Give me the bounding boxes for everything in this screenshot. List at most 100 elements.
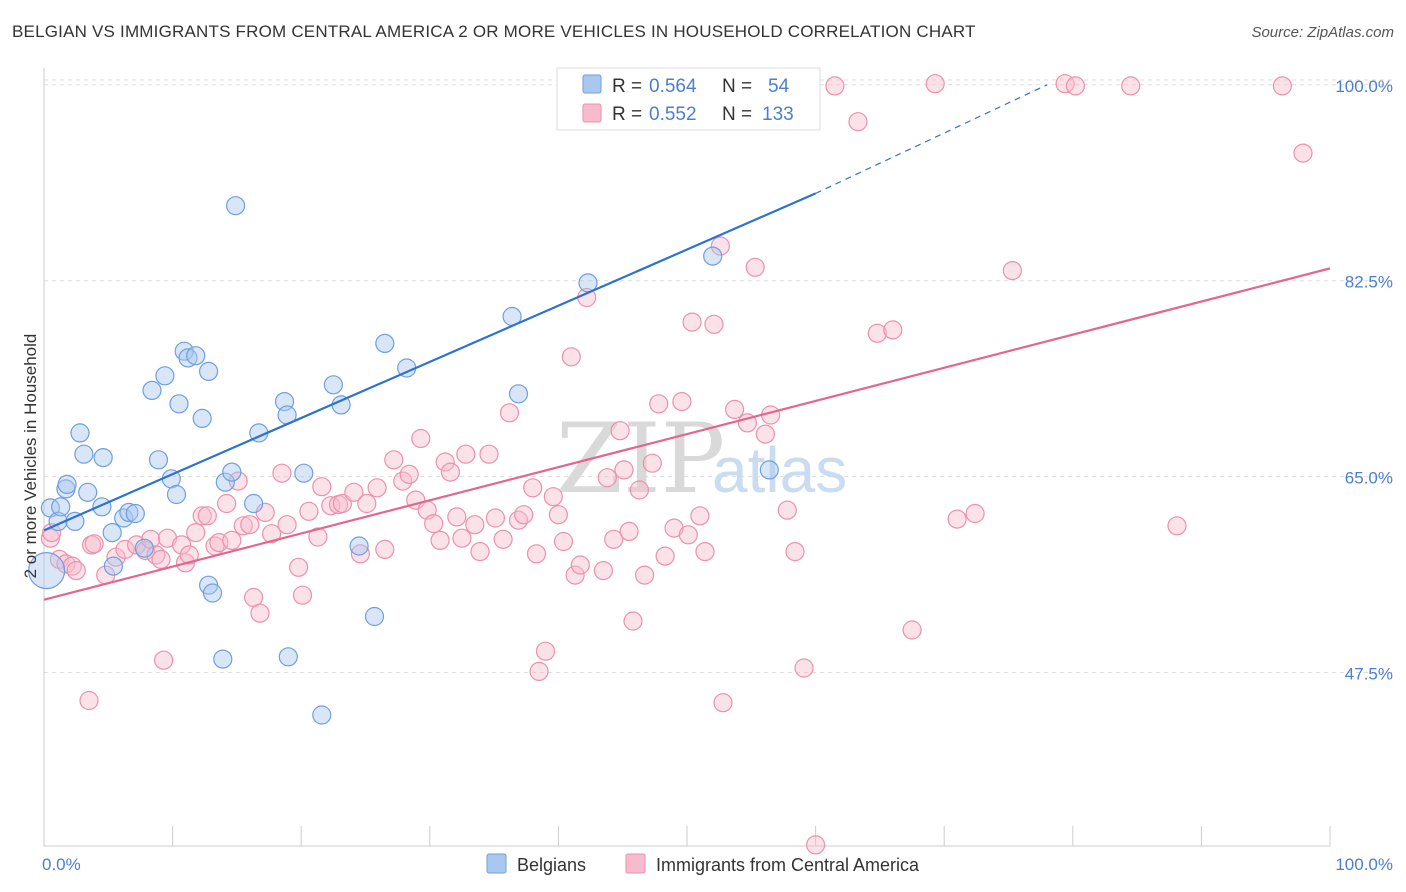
point-immigrants-106 (745, 257, 765, 277)
legend-top-n-value-belgians: 54 (768, 76, 790, 97)
point-immigrants-61 (447, 507, 467, 527)
legend-bottom-swatch-belgians (486, 853, 507, 874)
point-immigrants-73 (526, 544, 547, 564)
trend-line-immigrants (43, 267, 1331, 601)
point-immigrants-5 (66, 560, 86, 581)
point-belgians-16 (125, 503, 145, 524)
point-immigrants-68 (493, 529, 513, 549)
legend-top-r-label-immigrants: R = (612, 104, 642, 125)
point-belgians-35 (244, 493, 264, 514)
point-immigrants-79 (561, 347, 581, 367)
y-tick-label-3: 47.5% (1345, 664, 1393, 683)
point-belgians-41 (312, 705, 332, 725)
point-immigrants-50 (375, 539, 395, 560)
point-immigrants-111 (794, 658, 814, 678)
point-immigrants-87 (614, 460, 634, 480)
point-immigrants-109 (777, 500, 797, 520)
point-immigrants-119 (947, 509, 967, 529)
point-belgians-40 (294, 463, 314, 483)
point-immigrants-124 (1121, 76, 1141, 96)
legend-top-r-value-belgians: 0.564 (649, 76, 697, 97)
legend-top: R = 0.564 N = 54 R = 0.552 N = 133 (556, 67, 821, 131)
point-belgians-42 (323, 375, 343, 395)
legend-bottom-swatch-immigrants (625, 853, 646, 874)
legend-top-n-label-immigrants: N = (722, 104, 752, 125)
point-immigrants-104 (724, 399, 745, 419)
axis-layer (43, 68, 1330, 847)
point-immigrants-49 (367, 478, 387, 498)
point-immigrants-94 (655, 546, 675, 566)
legend-top-swatch-belgians (582, 74, 602, 94)
tick-labels: 100.0% 82.5% 65.0% 47.5% 0.0% 100.0% (42, 77, 1393, 874)
point-immigrants-39 (292, 585, 313, 605)
point-immigrants-120 (965, 503, 985, 524)
trend-line-belgians-extension (815, 84, 1048, 194)
point-immigrants-72 (523, 478, 543, 498)
point-immigrants-101 (704, 314, 724, 334)
x-tick-label-0: 0.0% (42, 855, 81, 874)
point-belgians-7 (70, 423, 90, 443)
point-belgians-26 (186, 346, 206, 366)
legend-bottom-label-belgians: Belgians (517, 855, 586, 875)
point-immigrants-81 (570, 555, 590, 575)
legend-top-r-value-immigrants: 0.552 (649, 104, 697, 125)
point-belgians-49 (508, 384, 529, 404)
legend-top-n-value-immigrants: 133 (762, 104, 794, 125)
point-belgians-45 (364, 606, 385, 627)
point-immigrants-65 (470, 541, 490, 562)
point-immigrants-51 (384, 450, 404, 470)
point-immigrants-67 (485, 508, 505, 528)
point-belgians-27 (192, 408, 212, 428)
point-belgians-19 (148, 450, 169, 470)
point-immigrants-92 (642, 453, 662, 473)
point-immigrants-123 (1065, 76, 1086, 96)
point-belgians-15 (119, 502, 139, 523)
point-immigrants-55 (411, 428, 431, 449)
point-immigrants-45 (332, 493, 352, 514)
point-belgians-0 (27, 551, 66, 590)
point-immigrants-103 (713, 693, 733, 713)
point-immigrants-6 (79, 690, 99, 711)
point-belgians-46 (375, 333, 395, 353)
point-immigrants-30 (233, 516, 253, 536)
point-immigrants-107 (755, 424, 776, 444)
point-immigrants-116 (883, 320, 903, 340)
point-immigrants-112 (805, 835, 826, 855)
legend-top-swatch-immigrants (582, 103, 602, 123)
point-immigrants-91 (634, 565, 655, 585)
point-belgians-39 (278, 647, 298, 667)
point-immigrants-80 (565, 565, 585, 585)
point-immigrants-58 (430, 530, 450, 551)
chart-title: BELGIAN VS IMMIGRANTS FROM CENTRAL AMERI… (12, 22, 976, 41)
point-immigrants-11 (115, 539, 135, 560)
point-immigrants-21 (179, 545, 199, 565)
point-belgians-31 (213, 649, 233, 669)
point-immigrants-35 (262, 524, 282, 544)
point-immigrants-36 (272, 463, 292, 483)
point-immigrants-113 (825, 76, 845, 96)
point-immigrants-27 (217, 493, 237, 514)
point-immigrants-40 (299, 501, 319, 521)
point-immigrants-62 (452, 528, 472, 548)
point-immigrants-90 (629, 480, 650, 500)
point-immigrants-24 (197, 506, 217, 526)
point-immigrants-85 (604, 529, 624, 549)
point-immigrants-47 (350, 544, 370, 564)
point-belgians-28 (199, 361, 219, 381)
point-belgians-3 (51, 497, 71, 517)
point-immigrants-23 (192, 506, 212, 526)
point-immigrants-60 (440, 462, 460, 482)
watermark-atlas: atlas (712, 434, 847, 506)
point-immigrants-31 (240, 515, 260, 535)
point-belgians-53 (759, 460, 779, 480)
point-immigrants-121 (1002, 261, 1023, 281)
point-immigrants-75 (535, 641, 556, 661)
point-immigrants-114 (848, 112, 868, 132)
point-immigrants-22 (186, 522, 206, 543)
point-immigrants-74 (529, 661, 549, 682)
point-immigrants-28 (222, 530, 242, 551)
chart-source: Source: ZipAtlas.com (1251, 24, 1394, 41)
point-immigrants-96 (672, 392, 692, 412)
